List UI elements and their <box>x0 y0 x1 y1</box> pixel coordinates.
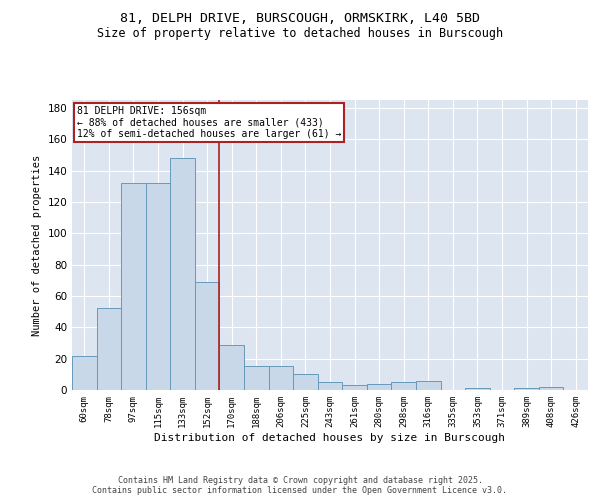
Bar <box>121 183 146 390</box>
Bar <box>293 374 318 390</box>
X-axis label: Distribution of detached houses by size in Burscough: Distribution of detached houses by size … <box>155 432 505 442</box>
Bar <box>367 384 391 390</box>
Bar <box>146 183 170 390</box>
Bar <box>244 366 269 390</box>
Bar <box>195 282 220 390</box>
Text: 81 DELPH DRIVE: 156sqm
← 88% of detached houses are smaller (433)
12% of semi-de: 81 DELPH DRIVE: 156sqm ← 88% of detached… <box>77 106 341 139</box>
Text: Contains HM Land Registry data © Crown copyright and database right 2025.
Contai: Contains HM Land Registry data © Crown c… <box>92 476 508 495</box>
Text: 81, DELPH DRIVE, BURSCOUGH, ORMSKIRK, L40 5BD: 81, DELPH DRIVE, BURSCOUGH, ORMSKIRK, L4… <box>120 12 480 26</box>
Bar <box>342 386 367 390</box>
Bar <box>170 158 195 390</box>
Text: Size of property relative to detached houses in Burscough: Size of property relative to detached ho… <box>97 28 503 40</box>
Bar <box>220 344 244 390</box>
Bar <box>72 356 97 390</box>
Bar <box>416 380 440 390</box>
Bar <box>391 382 416 390</box>
Y-axis label: Number of detached properties: Number of detached properties <box>32 154 42 336</box>
Bar <box>514 388 539 390</box>
Bar <box>465 388 490 390</box>
Bar <box>539 387 563 390</box>
Bar <box>97 308 121 390</box>
Bar <box>269 366 293 390</box>
Bar <box>318 382 342 390</box>
